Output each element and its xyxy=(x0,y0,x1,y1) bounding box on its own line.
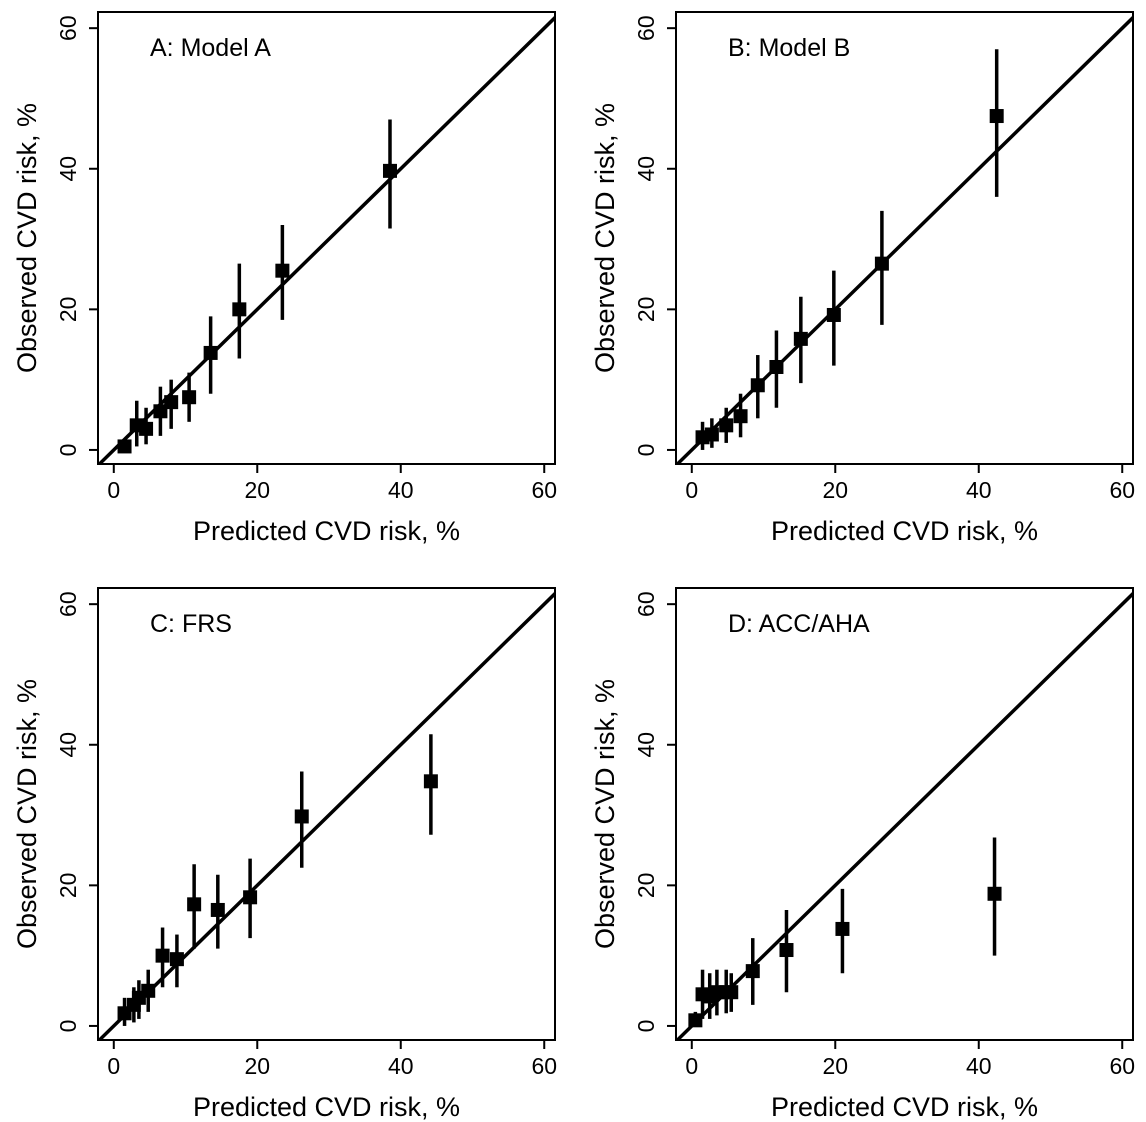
data-point xyxy=(203,345,218,360)
y-tick-label: 20 xyxy=(55,297,81,323)
data-point xyxy=(874,256,889,271)
panel-title: B: Model B xyxy=(728,34,850,62)
data-point xyxy=(779,943,794,958)
y-axis-label: Observed CVD risk, % xyxy=(590,103,620,373)
x-tick-label: 20 xyxy=(822,477,848,503)
x-tick-label: 20 xyxy=(822,1053,848,1079)
y-tick-label: 20 xyxy=(633,297,659,323)
y-tick-label: 60 xyxy=(633,15,659,41)
x-tick-label: 0 xyxy=(107,1053,120,1079)
data-point xyxy=(704,427,719,442)
data-point xyxy=(164,395,179,410)
y-tick-label: 40 xyxy=(633,732,659,758)
y-axis-label: Observed CVD risk, % xyxy=(12,679,42,949)
x-axis-label: Predicted CVD risk, % xyxy=(771,516,1038,546)
data-point xyxy=(141,983,156,998)
data-point xyxy=(139,421,154,436)
y-tick-label: 40 xyxy=(55,156,81,182)
y-axis-label: Observed CVD risk, % xyxy=(12,103,42,373)
data-point xyxy=(187,897,202,912)
data-point xyxy=(835,921,850,936)
data-point xyxy=(769,359,784,374)
y-axis-label: Observed CVD risk, % xyxy=(590,679,620,949)
plot-frame xyxy=(675,11,1134,465)
data-point xyxy=(423,774,438,789)
chart-panel-2: 0 20 40 60 0 20 40 60 Predicted CVD risk, % Obser… xyxy=(590,11,1135,546)
y-tick-label: 60 xyxy=(55,591,81,617)
reference-line xyxy=(676,591,1133,1040)
x-tick-label: 20 xyxy=(244,1053,270,1079)
data-point xyxy=(793,331,808,346)
chart-panel-4: 0 20 40 60 0 20 40 60 Predicted CVD risk, % Obser… xyxy=(590,587,1135,1122)
y-tick-label: 0 xyxy=(55,444,81,457)
chart-panel-1: 0 20 40 60 0 20 40 60 Predicted CVD risk, % Obser… xyxy=(12,11,557,546)
data-point xyxy=(182,390,197,405)
x-axis-label: Predicted CVD risk, % xyxy=(193,1092,460,1122)
x-axis-label: Predicted CVD risk, % xyxy=(771,1092,1038,1122)
data-point xyxy=(210,902,225,917)
data-point xyxy=(719,418,734,433)
panel-title: C: FRS xyxy=(150,610,232,638)
data-point xyxy=(733,409,748,424)
data-point xyxy=(745,964,760,979)
x-tick-label: 0 xyxy=(685,477,698,503)
data-point xyxy=(987,886,1002,901)
plot-frame xyxy=(97,11,556,465)
x-tick-label: 0 xyxy=(685,1053,698,1079)
data-point xyxy=(155,948,170,963)
x-axis-label: Predicted CVD risk, % xyxy=(193,516,460,546)
y-tick-label: 40 xyxy=(55,732,81,758)
x-tick-label: 40 xyxy=(388,1053,414,1079)
data-point xyxy=(724,985,739,1000)
x-tick-label: 60 xyxy=(531,1053,557,1079)
plot-frame xyxy=(675,587,1134,1041)
reference-line xyxy=(98,15,555,464)
data-point xyxy=(294,809,309,824)
data-point xyxy=(750,378,765,393)
x-tick-label: 60 xyxy=(1109,1053,1135,1079)
plot-frame xyxy=(97,587,556,1041)
data-point xyxy=(243,890,258,905)
data-point xyxy=(153,404,168,419)
y-tick-label: 40 xyxy=(633,156,659,182)
reference-line xyxy=(676,15,1133,464)
reference-line xyxy=(98,591,555,1040)
x-tick-label: 40 xyxy=(388,477,414,503)
data-point xyxy=(989,109,1004,124)
y-tick-label: 0 xyxy=(633,444,659,457)
x-tick-label: 60 xyxy=(1109,477,1135,503)
data-point xyxy=(117,439,132,454)
data-point xyxy=(275,263,290,278)
y-tick-label: 60 xyxy=(633,591,659,617)
chart-panel-3: 0 20 40 60 0 20 40 60 Predicted CVD risk, % Obser… xyxy=(12,587,557,1122)
y-tick-label: 0 xyxy=(633,1020,659,1033)
panel-title: A: Model A xyxy=(150,34,271,62)
x-tick-label: 0 xyxy=(107,477,120,503)
x-tick-label: 40 xyxy=(966,1053,992,1079)
data-point xyxy=(688,1013,703,1028)
data-point xyxy=(232,302,247,317)
panel-title: D: ACC/AHA xyxy=(728,610,870,638)
x-tick-label: 60 xyxy=(531,477,557,503)
data-point xyxy=(826,307,841,322)
x-tick-label: 20 xyxy=(244,477,270,503)
y-tick-label: 0 xyxy=(55,1020,81,1033)
y-tick-label: 20 xyxy=(55,873,81,899)
y-tick-label: 20 xyxy=(633,873,659,899)
data-point xyxy=(169,952,184,967)
y-tick-label: 60 xyxy=(55,15,81,41)
data-point xyxy=(382,163,397,178)
x-tick-label: 40 xyxy=(966,477,992,503)
